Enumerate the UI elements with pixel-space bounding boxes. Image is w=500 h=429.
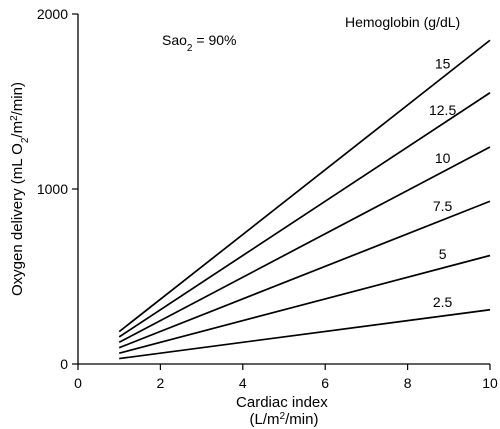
y-tick-label: 1000 [37, 181, 68, 197]
legend-title: Hemoglobin (g/dL) [345, 14, 460, 30]
series-labels: 15 12.5 10 7.5 5 2.5 [429, 55, 456, 310]
series-label-hb-12.5: 12.5 [429, 102, 456, 118]
x-axis-label-line1: Cardiac index [236, 394, 328, 411]
x-tick-label: 10 [482, 375, 498, 391]
x-tick-label: 4 [239, 375, 247, 391]
x-tick-label: 2 [157, 375, 165, 391]
series-label-hb-7.5: 7.5 [433, 198, 453, 214]
x-tick-label: 8 [404, 375, 412, 391]
saturation-annotation: Sao2 = 90% [162, 32, 236, 54]
x-tick-label: 6 [321, 375, 329, 391]
x-axis-label: Cardiac index (L/m2/min) [236, 394, 332, 428]
y-tick-label: 0 [60, 356, 68, 372]
series-label-hb-5: 5 [439, 246, 447, 262]
series-line-hb-12.5 [118, 92, 491, 338]
series-line-hb-5 [118, 254, 491, 354]
x-axis-label-line2: (L/m2/min) [250, 411, 319, 429]
ticks: 0 2 4 6 8 10 0 1000 2000 [37, 6, 498, 391]
series-lines [118, 39, 491, 360]
y-axis-label: Oxygen delivery (mL O2/m2/min) [9, 82, 31, 296]
series-line-hb-15 [118, 39, 491, 333]
series-line-hb-7.5 [118, 200, 491, 349]
axes [77, 14, 490, 365]
x-tick-label: 0 [74, 375, 82, 391]
series-label-hb-15: 15 [435, 55, 451, 71]
series-line-hb-2.5 [119, 308, 491, 360]
series-line-hb-10 [118, 146, 491, 344]
series-label-hb-2.5: 2.5 [433, 294, 453, 310]
y-tick-label: 2000 [37, 6, 68, 22]
series-label-hb-10: 10 [435, 150, 451, 166]
